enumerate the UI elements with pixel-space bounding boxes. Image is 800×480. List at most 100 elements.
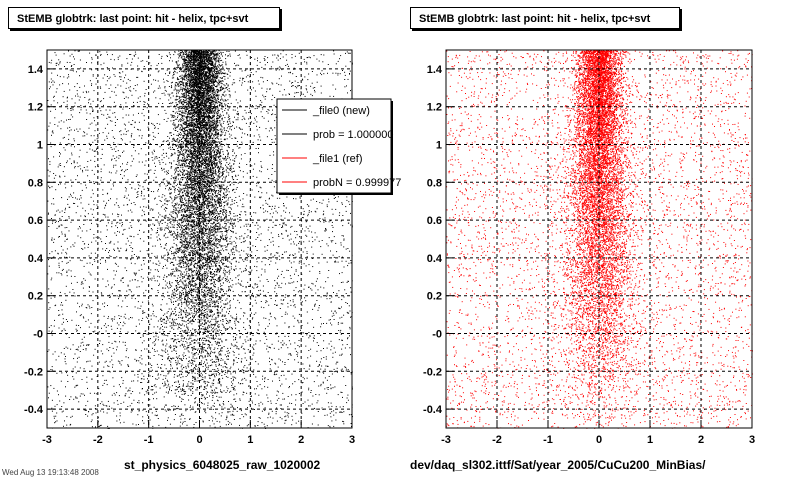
data-point xyxy=(195,243,197,245)
data-point xyxy=(191,108,193,110)
data-point xyxy=(165,210,167,212)
data-point xyxy=(218,354,220,356)
data-point xyxy=(331,324,333,326)
data-point xyxy=(183,252,185,254)
data-point xyxy=(314,232,316,234)
data-point xyxy=(172,200,174,202)
data-point xyxy=(138,221,140,223)
data-point xyxy=(185,355,187,356)
data-point xyxy=(231,413,233,415)
data-point xyxy=(230,222,232,224)
data-point xyxy=(115,87,117,89)
data-point xyxy=(167,117,169,119)
data-point xyxy=(232,410,234,412)
data-point xyxy=(291,266,293,268)
data-point xyxy=(51,239,53,241)
data-point xyxy=(289,254,291,256)
data-point xyxy=(195,115,197,117)
data-point xyxy=(327,72,328,74)
data-point xyxy=(69,62,71,63)
data-point xyxy=(182,141,184,143)
data-point xyxy=(152,389,154,391)
data-point xyxy=(204,86,206,88)
data-point xyxy=(265,336,267,337)
data-point xyxy=(202,153,204,155)
data-point xyxy=(230,378,232,379)
data-point xyxy=(56,412,58,414)
data-point xyxy=(167,317,169,319)
data-point xyxy=(322,214,324,216)
data-point xyxy=(195,211,197,213)
data-point xyxy=(128,289,130,291)
data-point xyxy=(199,228,201,230)
data-point xyxy=(164,404,166,406)
data-point xyxy=(197,176,199,178)
data-point xyxy=(297,320,299,322)
data-point xyxy=(123,229,125,231)
data-point xyxy=(202,376,204,378)
data-point xyxy=(218,329,220,331)
data-point xyxy=(151,288,153,289)
data-point xyxy=(170,155,172,157)
data-point xyxy=(180,310,182,312)
data-point xyxy=(178,90,180,92)
data-point xyxy=(322,382,324,384)
data-point xyxy=(162,162,164,163)
data-point xyxy=(209,141,211,143)
data-point xyxy=(217,372,219,373)
data-point xyxy=(190,134,192,136)
data-point xyxy=(170,120,172,122)
data-point xyxy=(305,85,307,87)
data-point xyxy=(211,127,213,129)
data-point xyxy=(191,120,193,122)
data-point xyxy=(191,99,192,101)
data-point xyxy=(235,372,236,374)
data-point xyxy=(219,60,221,62)
data-point xyxy=(181,302,183,304)
data-point xyxy=(128,227,130,229)
data-point xyxy=(346,402,348,404)
data-point xyxy=(295,422,297,424)
data-point xyxy=(206,146,208,148)
data-point xyxy=(272,380,273,382)
data-point xyxy=(137,65,139,67)
data-point xyxy=(209,187,210,189)
data-point xyxy=(164,409,166,411)
data-point xyxy=(228,288,230,290)
data-point xyxy=(189,255,191,257)
data-point xyxy=(212,314,214,316)
data-point xyxy=(196,242,198,244)
data-point xyxy=(202,196,204,198)
data-point xyxy=(229,368,231,370)
data-point xyxy=(99,259,101,261)
data-point xyxy=(193,277,195,279)
data-point xyxy=(241,249,242,251)
data-point xyxy=(328,343,330,345)
data-point xyxy=(272,240,274,242)
data-point xyxy=(205,397,206,399)
data-point xyxy=(262,94,264,96)
data-point xyxy=(326,261,328,263)
data-point xyxy=(95,77,97,79)
data-point xyxy=(79,165,81,167)
data-point xyxy=(247,256,249,258)
data-point xyxy=(207,88,209,90)
data-point xyxy=(206,109,208,111)
data-point xyxy=(187,194,189,196)
data-point xyxy=(142,312,144,314)
data-point xyxy=(197,113,199,115)
data-point xyxy=(218,201,219,203)
data-point xyxy=(173,206,175,208)
data-point xyxy=(52,222,53,224)
data-point xyxy=(181,320,183,321)
data-point xyxy=(191,227,193,229)
data-point xyxy=(187,292,189,294)
data-point xyxy=(207,233,209,235)
data-point xyxy=(118,324,120,326)
data-point xyxy=(199,363,201,365)
data-point xyxy=(199,141,201,143)
data-point xyxy=(334,371,336,373)
data-point xyxy=(104,207,106,209)
data-point xyxy=(199,263,201,265)
data-point xyxy=(320,296,322,298)
